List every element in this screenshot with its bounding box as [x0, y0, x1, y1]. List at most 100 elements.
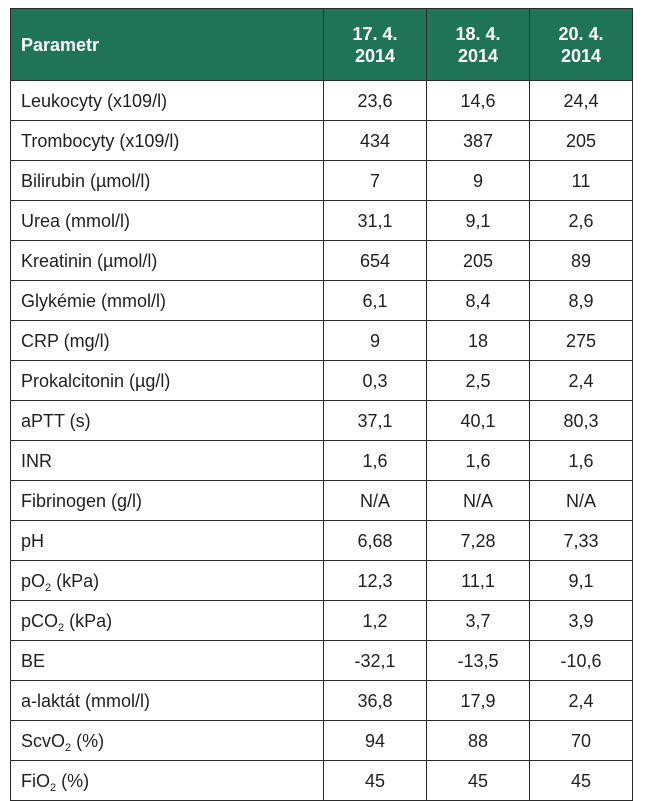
- value-cell-date-2: 9,1: [426, 200, 530, 241]
- value-cell-date-3: 24,4: [529, 80, 633, 121]
- value-cell-date-2: -13,5: [426, 640, 530, 681]
- value-cell-date-1: 1,2: [323, 600, 427, 641]
- parameter-label-base: FiO: [21, 770, 50, 791]
- value-cell-date-1: -32,1: [323, 640, 427, 681]
- parameter-label-subscript: 2: [50, 781, 57, 794]
- value-cell-date-3: 9,1: [529, 560, 633, 601]
- parameter-label-subscript: 2: [45, 581, 52, 594]
- value-cell-date-2: 9: [426, 160, 530, 201]
- value-cell-date-3: 205: [529, 120, 633, 161]
- value-cell-date-2: 1,6: [426, 440, 530, 481]
- value-cell-date-3: -10,6: [529, 640, 633, 681]
- table-row: BE -32,1 -13,5 -10,6: [10, 640, 633, 681]
- parameter-label: pH: [10, 520, 324, 561]
- parameter-label: INR: [10, 440, 324, 481]
- table-row: Glykémie (mmol/l) 6,1 8,4 8,9: [10, 280, 633, 321]
- table-row: ScvO2 (%) 94 88 70: [10, 720, 633, 761]
- parameter-label-base: pO: [21, 570, 46, 591]
- value-cell-date-1: 12,3: [323, 560, 427, 601]
- value-cell-date-2: 7,28: [426, 520, 530, 561]
- table-row: Leukocyty (x109/l) 23,6 14,6 24,4: [10, 80, 633, 121]
- table-row: pH 6,68 7,28 7,33: [10, 520, 633, 561]
- value-cell-date-3: 2,4: [529, 360, 633, 401]
- value-cell-date-3: 275: [529, 320, 633, 361]
- table-row: pO2 (kPa) 12,3 11,1 9,1: [10, 560, 633, 601]
- value-cell-date-2: 40,1: [426, 400, 530, 441]
- value-cell-date-1: 9: [323, 320, 427, 361]
- value-cell-date-3: 1,6: [529, 440, 633, 481]
- value-cell-date-1: 654: [323, 240, 427, 281]
- parameter-label: pCO2 (kPa): [10, 600, 324, 641]
- value-cell-date-3: 45: [529, 760, 633, 801]
- value-cell-date-2: 18: [426, 320, 530, 361]
- header-date-1-year: 2014: [354, 45, 396, 66]
- value-cell-date-3: 80,3: [529, 400, 633, 441]
- table-row: Fibrinogen (g/l) N/A N/A N/A: [10, 480, 633, 521]
- value-cell-date-3: 8,9: [529, 280, 633, 321]
- parameter-label: FiO2 (%): [10, 760, 324, 801]
- value-cell-date-2: 8,4: [426, 280, 530, 321]
- value-cell-date-3: 70: [529, 720, 633, 761]
- lab-results-table-container: Parametr 17. 4. 2014 18. 4. 2014 20. 4. …: [10, 8, 633, 801]
- value-cell-date-3: 2,4: [529, 680, 633, 721]
- parameter-label-unit: (%): [56, 770, 90, 791]
- value-cell-date-3: 3,9: [529, 600, 633, 641]
- value-cell-date-1: 7: [323, 160, 427, 201]
- table-row: Bilirubin (µmol/l) 7 9 11: [10, 160, 633, 201]
- value-cell-date-2: 3,7: [426, 600, 530, 641]
- value-cell-date-3: N/A: [529, 480, 633, 521]
- table-body: Leukocyty (x109/l) 23,6 14,6 24,4 Trombocyty…: [10, 80, 633, 801]
- value-cell-date-2: 2,5: [426, 360, 530, 401]
- table-row: Kreatinin (µmol/l) 654 205 89: [10, 240, 633, 281]
- value-cell-date-2: 387: [426, 120, 530, 161]
- value-cell-date-1: 0,3: [323, 360, 427, 401]
- parameter-label-unit: (kPa): [64, 610, 113, 631]
- table-row: INR 1,6 1,6 1,6: [10, 440, 633, 481]
- value-cell-date-1: 434: [323, 120, 427, 161]
- value-cell-date-1: 94: [323, 720, 427, 761]
- table-row: Urea (mmol/l) 31,1 9,1 2,6: [10, 200, 633, 241]
- parameter-label: Prokalcitonin (µg/l): [10, 360, 324, 401]
- parameter-label: Glykémie (mmol/l): [10, 280, 324, 321]
- parameter-label: a-laktát (mmol/l): [10, 680, 324, 721]
- header-date-2: 18. 4. 2014: [426, 8, 530, 81]
- parameter-label: Trombocyty (x109/l): [10, 120, 324, 161]
- table-row: pCO2 (kPa) 1,2 3,7 3,9: [10, 600, 633, 641]
- header-date-1-day: 17. 4.: [352, 23, 398, 44]
- value-cell-date-3: 7,33: [529, 520, 633, 561]
- parameter-label: pO2 (kPa): [10, 560, 324, 601]
- value-cell-date-2: N/A: [426, 480, 530, 521]
- value-cell-date-1: 6,1: [323, 280, 427, 321]
- header-date-3: 20. 4. 2014: [529, 8, 633, 81]
- value-cell-date-2: 17,9: [426, 680, 530, 721]
- parameter-label: Kreatinin (µmol/l): [10, 240, 324, 281]
- value-cell-date-2: 205: [426, 240, 530, 281]
- value-cell-date-1: 6,68: [323, 520, 427, 561]
- value-cell-date-1: 23,6: [323, 80, 427, 121]
- parameter-label-subscript: 2: [65, 741, 72, 754]
- parameter-label: Leukocyty (x109/l): [10, 80, 324, 121]
- parameter-label: Fibrinogen (g/l): [10, 480, 324, 521]
- header-row: Parametr 17. 4. 2014 18. 4. 2014 20. 4. …: [10, 8, 633, 81]
- value-cell-date-2: 45: [426, 760, 530, 801]
- table-row: a-laktát (mmol/l) 36,8 17,9 2,4: [10, 680, 633, 721]
- value-cell-date-2: 88: [426, 720, 530, 761]
- value-cell-date-1: N/A: [323, 480, 427, 521]
- value-cell-date-2: 14,6: [426, 80, 530, 121]
- header-date-3-year: 2014: [560, 45, 602, 66]
- parameter-label: Urea (mmol/l): [10, 200, 324, 241]
- table-row: FiO2 (%) 45 45 45: [10, 760, 633, 801]
- parameter-label: ScvO2 (%): [10, 720, 324, 761]
- table-row: CRP (mg/l) 9 18 275: [10, 320, 633, 361]
- parameter-label-base: pCO: [21, 610, 59, 631]
- header-date-2-day: 18. 4.: [455, 23, 501, 44]
- value-cell-date-1: 31,1: [323, 200, 427, 241]
- value-cell-date-3: 11: [529, 160, 633, 201]
- value-cell-date-2: 11,1: [426, 560, 530, 601]
- header-date-3-day: 20. 4.: [558, 23, 604, 44]
- parameter-label: aPTT (s): [10, 400, 324, 441]
- header-date-2-year: 2014: [457, 45, 499, 66]
- parameter-label: BE: [10, 640, 324, 681]
- header-parameter: Parametr: [10, 8, 324, 81]
- table-header: Parametr 17. 4. 2014 18. 4. 2014 20. 4. …: [10, 8, 633, 81]
